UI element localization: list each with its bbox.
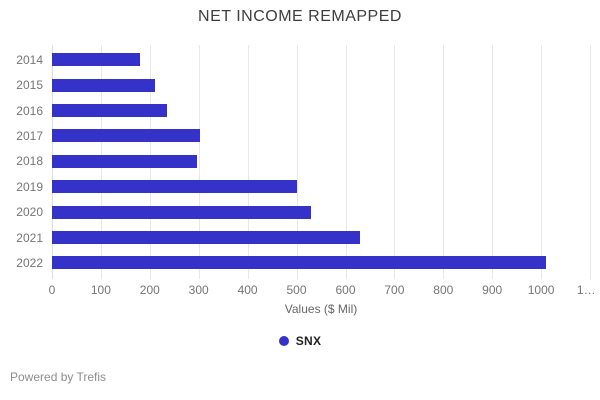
x-tick-label: 200: [139, 283, 160, 297]
gridline: [541, 45, 543, 279]
legend-dot-icon: [278, 336, 289, 346]
bar-2015[interactable]: [52, 78, 155, 92]
x-tick-label: 300: [188, 283, 209, 297]
y-axis-label: 2015: [16, 78, 43, 93]
bar-2017[interactable]: [52, 129, 200, 143]
x-tick-label: 1…: [576, 283, 596, 297]
bar-2021[interactable]: [52, 231, 361, 244]
gridline: [198, 45, 200, 279]
x-tick-label: 100: [90, 283, 111, 297]
y-axis-label: 2017: [16, 128, 43, 143]
bar-2019[interactable]: [52, 180, 297, 194]
gridline: [492, 45, 494, 279]
x-tick-label: 800: [433, 283, 454, 297]
legend[interactable]: SNX: [0, 334, 600, 348]
gridline: [345, 45, 347, 279]
y-axis-label: 2014: [16, 52, 43, 67]
gridline: [590, 45, 591, 279]
gridline: [443, 45, 445, 279]
plot-area: [52, 45, 591, 279]
x-tick-label: 400: [237, 283, 258, 297]
bar-2022[interactable]: [52, 256, 546, 270]
y-axis-label: 2020: [16, 205, 43, 220]
x-tick-label: 700: [384, 283, 405, 297]
x-tick-label: 600: [335, 283, 356, 297]
y-axis-label: 2018: [16, 154, 43, 169]
x-tick-label: 900: [482, 283, 503, 297]
y-axis-label: 2021: [16, 230, 43, 245]
x-tick-label: 0: [48, 283, 56, 297]
y-axis-label: 2022: [16, 255, 43, 270]
bar-2018[interactable]: [52, 154, 198, 168]
powered-by-trefis-link[interactable]: Powered by Trefis: [10, 370, 107, 384]
legend-series-label: SNX: [295, 334, 322, 348]
x-axis-title: Values ($ Mil): [284, 302, 358, 316]
bar-2014[interactable]: [52, 53, 140, 67]
gridline: [247, 45, 249, 279]
chart-title: NET INCOME REMAPPED: [198, 8, 402, 25]
x-tick-label: 1000: [527, 283, 555, 297]
gridline: [394, 45, 396, 279]
y-axis-label: 2016: [16, 103, 43, 118]
bar-2020[interactable]: [52, 205, 312, 219]
x-tick-label: 500: [286, 283, 307, 297]
gridline: [296, 45, 298, 279]
bar-2016[interactable]: [52, 104, 167, 117]
y-axis-label: 2019: [16, 179, 43, 194]
